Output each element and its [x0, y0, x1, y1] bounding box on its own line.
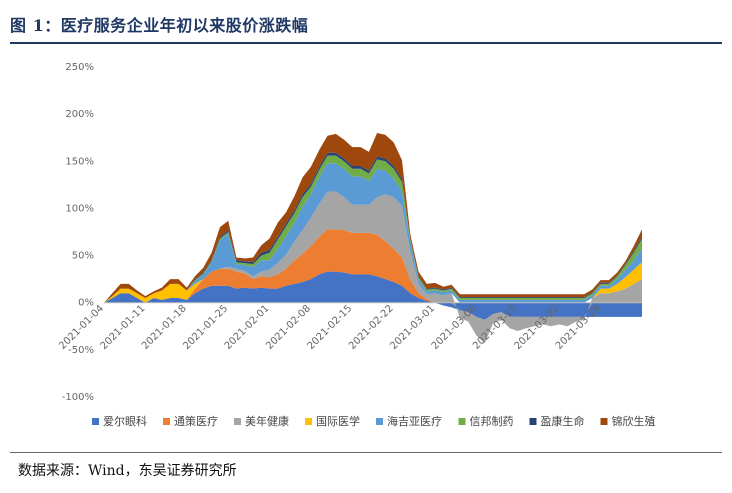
- source-note: 数据来源：Wind，东吴证券研究所: [18, 463, 237, 479]
- legend-swatch: [234, 418, 241, 425]
- y-tick-label: -50%: [68, 345, 94, 356]
- chart-title: 图 1：医疗服务企业年初以来股价涨跌幅: [10, 16, 309, 35]
- legend-label: 美年健康: [245, 414, 289, 428]
- source-divider: [10, 452, 722, 453]
- legend-swatch: [600, 418, 608, 425]
- legend-swatch: [305, 418, 312, 425]
- legend-label: 爱尔眼科: [103, 414, 147, 428]
- legend-swatch: [92, 418, 99, 425]
- legend-swatch: [529, 418, 537, 425]
- y-tick-label: 250%: [65, 62, 94, 73]
- legend-label: 海吉亚医疗: [387, 414, 442, 428]
- series-area: [104, 271, 642, 320]
- series-area: [104, 191, 642, 344]
- y-tick-label: 200%: [65, 109, 94, 120]
- title-divider: [10, 42, 722, 44]
- series-area: [104, 229, 642, 303]
- series-area: [104, 133, 642, 303]
- y-tick-label: 50%: [72, 251, 94, 262]
- y-tick-label: 100%: [65, 203, 94, 214]
- legend-swatch: [163, 418, 170, 425]
- legend-swatch: [376, 418, 383, 425]
- series-area: [104, 163, 642, 303]
- y-tick-label: 0%: [78, 298, 94, 309]
- legend-label: 信邦制药: [470, 415, 514, 428]
- legend-swatch: [458, 418, 466, 425]
- legend-label: 锦欣生殖: [612, 414, 656, 428]
- legend-label: 国际医学: [316, 414, 360, 428]
- legend-label: 通策医疗: [174, 414, 218, 428]
- legend-label: 盈康生命: [541, 414, 585, 428]
- y-tick-label: 150%: [65, 156, 94, 167]
- y-tick-label: -100%: [62, 392, 94, 403]
